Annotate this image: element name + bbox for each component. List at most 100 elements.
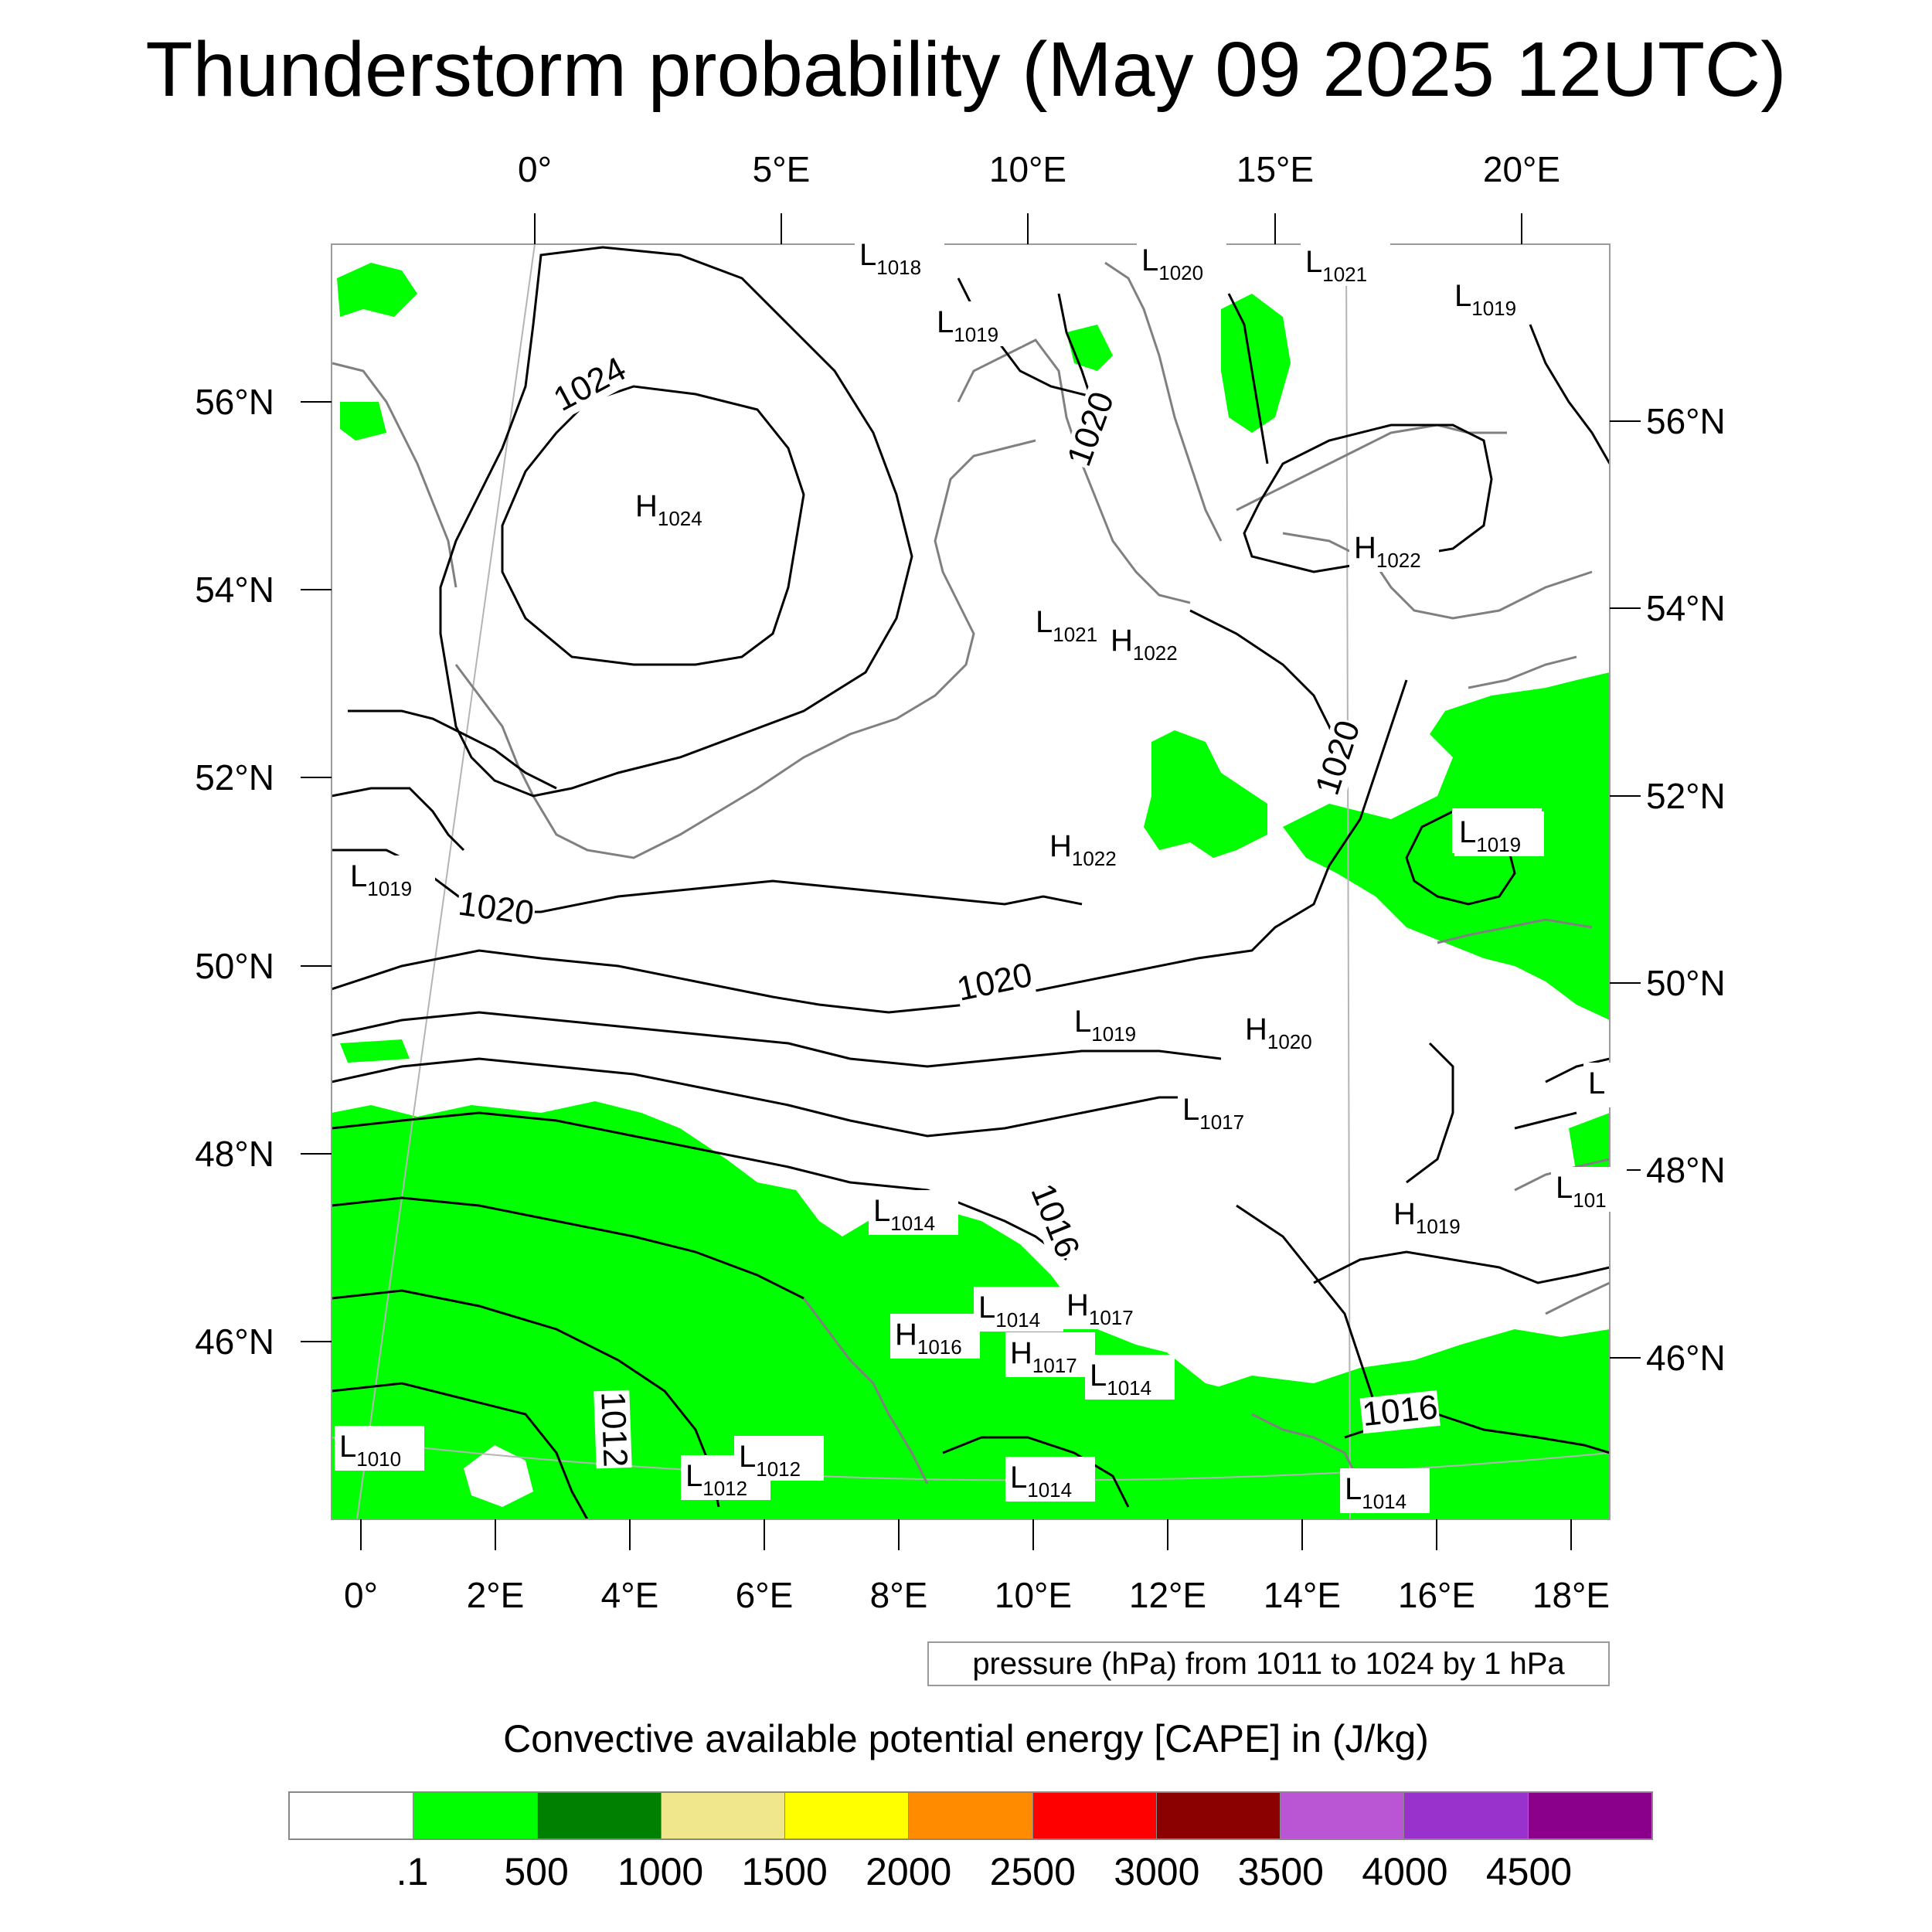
low-pressure-center: L1018 <box>855 234 944 279</box>
center-label: H1019 <box>1393 1197 1461 1238</box>
right-lat-label: 54°N <box>1646 588 1726 628</box>
center-label: L1017 <box>1182 1093 1244 1134</box>
graticule <box>332 244 1610 1519</box>
center-label-background <box>734 1436 824 1481</box>
center-label: H1022 <box>1111 624 1178 665</box>
center-label: L1018 <box>859 238 921 279</box>
low-pressure-center: L1014 <box>974 1287 1063 1332</box>
high-pressure-center: H1017 <box>1005 1332 1095 1377</box>
bottom-lon-label: 6°E <box>736 1575 794 1615</box>
low-pressure-center: L1019 <box>345 855 435 900</box>
bottom-lon-label: 18°E <box>1532 1575 1610 1615</box>
center-label-background <box>335 1426 424 1471</box>
center-label-background <box>855 234 944 279</box>
center-label: L1021 <box>1305 245 1367 286</box>
colorbar-swatch <box>1404 1793 1529 1838</box>
right-lat-label: 50°N <box>1646 963 1726 1003</box>
center-label: L1014 <box>1010 1461 1072 1502</box>
pressure-note: pressure (hPa) from 1011 to 1024 by 1 hP… <box>927 1641 1610 1686</box>
low-pressure-center: L1014 <box>1005 1457 1095 1502</box>
bottom-lon-label: 8°E <box>870 1575 928 1615</box>
center-label-background <box>1085 1355 1175 1400</box>
low-pressure-center: L1014 <box>869 1190 958 1235</box>
isobar-value-label: 1016 <box>1360 1388 1439 1434</box>
center-label-background <box>1583 1063 1617 1107</box>
center-label-background <box>1301 241 1390 286</box>
center-label-background <box>890 1314 980 1359</box>
map-title: Thunderstorm probability (May 09 2025 12… <box>145 26 1787 113</box>
center-label: H1020 <box>1245 1012 1312 1053</box>
isobar-label-background <box>1062 386 1122 472</box>
center-label: H1017 <box>1066 1288 1134 1329</box>
center-label: H1022 <box>1049 829 1117 870</box>
high-pressure-center: H1024 <box>631 485 720 530</box>
isobar-label-background <box>594 1389 632 1469</box>
right-lat-label: 48°N <box>1646 1150 1726 1190</box>
low-pressure-center: L1012 <box>681 1455 770 1500</box>
colorbar-title: Convective available potential energy [C… <box>503 1717 1429 1760</box>
colorbar-swatch <box>290 1793 414 1838</box>
center-label-background <box>1240 1009 1330 1053</box>
right-lat-label: 46°N <box>1646 1338 1726 1378</box>
center-label-background <box>1005 1457 1095 1502</box>
center-label-background <box>932 301 1022 346</box>
bottom-lon-label: 10°E <box>995 1575 1072 1615</box>
center-label-background <box>1389 1193 1478 1238</box>
center-label: H1024 <box>635 489 702 530</box>
center-label: H1016 <box>895 1318 962 1359</box>
high-pressure-center: H1016 <box>890 1314 980 1359</box>
colorbar-labels: .1 500 1000 1500 2000 2500 3000 3500 4000 4500 <box>0 1849 1932 1903</box>
isobar-label-background <box>1359 1389 1440 1434</box>
left-lat-label: 50°N <box>195 946 274 986</box>
center-label: L1019 <box>1459 815 1521 856</box>
low-pressure-center: L1019 <box>1454 811 1544 856</box>
center-label: H1017 <box>1010 1336 1077 1377</box>
map-border <box>331 243 1611 1520</box>
bottom-lon-label: 4°E <box>601 1575 659 1615</box>
center-label: L1019 <box>1454 279 1516 320</box>
colorbar-tick-label: 4000 <box>1362 1850 1448 1893</box>
center-label-background <box>974 1287 1063 1332</box>
colorbar-swatch <box>537 1793 662 1838</box>
isobar-label-background <box>455 886 537 933</box>
center-label: L1014 <box>1090 1359 1151 1400</box>
center-label: L1014 <box>873 1194 935 1235</box>
low-pressure-center: L <box>1583 1063 1617 1107</box>
colorbar-tick-label: 1000 <box>617 1850 704 1893</box>
bottom-lon-label: 16°E <box>1398 1575 1475 1615</box>
low-pressure-center: L1010 <box>335 1426 424 1471</box>
high-pressure-center: H1017 <box>1062 1284 1151 1329</box>
low-pressure-center: L1014 <box>1340 1468 1430 1513</box>
right-lat-label: 56°N <box>1646 401 1726 441</box>
center-label-background <box>1551 1167 1627 1212</box>
low-pressure-center: L1019 <box>1450 275 1539 320</box>
center-label-background <box>1070 1001 1159 1046</box>
low-pressure-center: L1017 <box>1178 1089 1267 1134</box>
center-label-background <box>345 855 435 900</box>
colorbar-tick-label: 3000 <box>1114 1850 1200 1893</box>
center-label: L1014 <box>1345 1472 1406 1513</box>
center-label-background <box>1045 825 1134 870</box>
low-pressure-center: L1019 <box>932 301 1022 346</box>
isobar-label-background <box>1310 716 1368 801</box>
bottom-longitude-labels: 0° 2°E 4°E 6°E 8°E 10°E 12°E 14°E 16°E 18°E <box>344 1575 1610 1615</box>
center-label-background <box>631 485 720 530</box>
low-pressure-center: L1021 <box>1301 241 1390 286</box>
colorbar-swatch <box>1281 1793 1405 1838</box>
tick-marks <box>301 213 1641 1550</box>
center-label: L101 <box>1556 1171 1607 1212</box>
colorbar-tick-label: 1500 <box>741 1850 828 1893</box>
top-longitude-labels: 0° 5°E 10°E 15°E 20°E <box>518 149 1560 189</box>
cape-area-northwest-1 <box>337 263 417 317</box>
center-label-background <box>1137 240 1226 284</box>
center-label-background <box>1454 811 1544 856</box>
center-label-background <box>869 1190 958 1235</box>
center-label-background <box>1340 1468 1430 1513</box>
cape-shading <box>332 263 1610 1519</box>
top-lon-label: 5°E <box>753 149 811 189</box>
center-label: H1022 <box>1354 531 1421 572</box>
center-label: L <box>1588 1066 1605 1100</box>
left-lat-label: 48°N <box>195 1134 274 1174</box>
center-label: L1019 <box>1074 1005 1136 1046</box>
cape-area-south-hole <box>464 1445 533 1507</box>
